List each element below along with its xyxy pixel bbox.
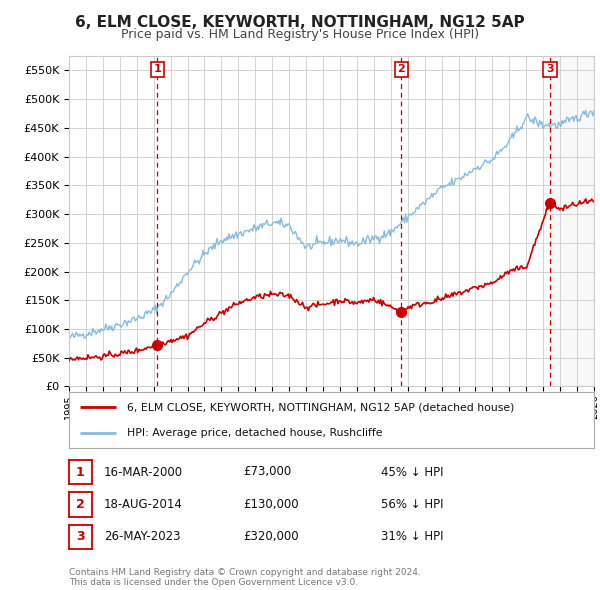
Text: 31% ↓ HPI: 31% ↓ HPI xyxy=(381,530,443,543)
Text: £73,000: £73,000 xyxy=(243,466,291,478)
Text: 2: 2 xyxy=(397,64,405,74)
Text: 1: 1 xyxy=(76,466,85,478)
Text: 18-AUG-2014: 18-AUG-2014 xyxy=(104,498,182,511)
Text: Price paid vs. HM Land Registry's House Price Index (HPI): Price paid vs. HM Land Registry's House … xyxy=(121,28,479,41)
Bar xyxy=(550,56,594,386)
Text: 56% ↓ HPI: 56% ↓ HPI xyxy=(381,498,443,511)
Text: 2: 2 xyxy=(76,498,85,511)
Text: 3: 3 xyxy=(546,64,554,74)
Text: HPI: Average price, detached house, Rushcliffe: HPI: Average price, detached house, Rush… xyxy=(127,428,382,438)
Text: 6, ELM CLOSE, KEYWORTH, NOTTINGHAM, NG12 5AP: 6, ELM CLOSE, KEYWORTH, NOTTINGHAM, NG12… xyxy=(75,15,525,30)
Text: 16-MAR-2000: 16-MAR-2000 xyxy=(104,466,183,478)
Text: 26-MAY-2023: 26-MAY-2023 xyxy=(104,530,181,543)
Text: 1: 1 xyxy=(154,64,161,74)
Text: £130,000: £130,000 xyxy=(243,498,299,511)
Text: £320,000: £320,000 xyxy=(243,530,299,543)
Text: Contains HM Land Registry data © Crown copyright and database right 2024.
This d: Contains HM Land Registry data © Crown c… xyxy=(69,568,421,587)
Text: 3: 3 xyxy=(76,530,85,543)
Text: 6, ELM CLOSE, KEYWORTH, NOTTINGHAM, NG12 5AP (detached house): 6, ELM CLOSE, KEYWORTH, NOTTINGHAM, NG12… xyxy=(127,402,514,412)
Text: 45% ↓ HPI: 45% ↓ HPI xyxy=(381,466,443,478)
